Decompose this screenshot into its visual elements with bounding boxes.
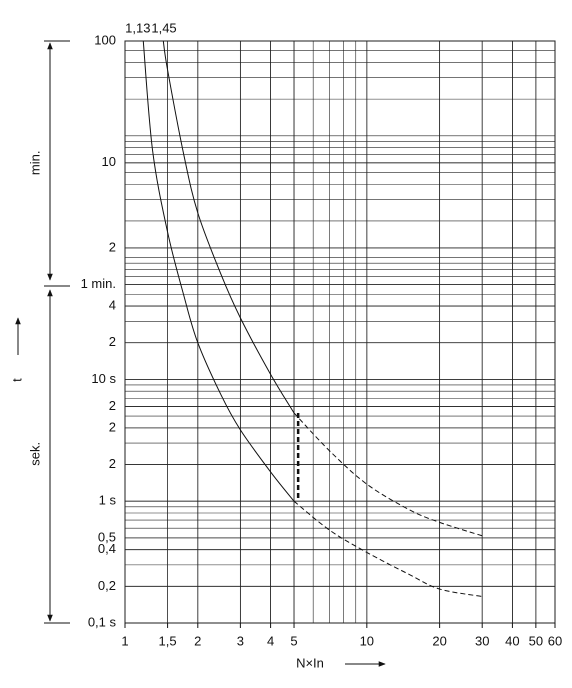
annotation: 1,13 (125, 20, 150, 35)
x-tick-label: 60 (548, 633, 562, 648)
x-tick-label: 1,5 (159, 633, 177, 648)
y-tick-label: 10 s (91, 371, 116, 386)
y-group-label: min. (27, 151, 42, 176)
x-tick-label: 40 (505, 633, 519, 648)
curve (162, 40, 295, 414)
y-tick-label: 2 (109, 334, 116, 349)
curve (142, 40, 295, 502)
y-tick-label: 1 s (99, 493, 117, 508)
y-tick-label: 0,2 (98, 578, 116, 593)
y-tick-label: 0,5 (98, 529, 116, 544)
y-tick-label: 100 (94, 32, 116, 47)
y-tick-label: 2 (109, 419, 116, 434)
y-tick-label: 2 (109, 239, 116, 254)
curve (293, 412, 483, 537)
y-tick-label: 2 (109, 398, 116, 413)
y-tick-label: 0,4 (98, 541, 116, 556)
y-tick-label: 0,1 s (88, 614, 117, 629)
x-tick-label: 1 (121, 633, 128, 648)
x-tick-label: 4 (267, 633, 274, 648)
y-tick-label: 1 min. (81, 276, 116, 291)
curve (293, 500, 483, 598)
plot-frame (124, 40, 556, 624)
x-tick-label: 30 (475, 633, 489, 648)
x-tick-label: 2 (194, 633, 201, 648)
y-axis-label: t (9, 378, 24, 382)
x-tick-label: 10 (360, 633, 374, 648)
y-group-label: sek. (27, 442, 42, 466)
annotation: 1,45 (151, 20, 176, 35)
axis-decoration (15, 40, 386, 667)
y-tick-label: 2 (109, 456, 116, 471)
x-axis-label: N×In (296, 655, 324, 670)
x-tick-label: 3 (237, 633, 244, 648)
x-tick-label: 20 (432, 633, 446, 648)
x-tick-label: 50 (529, 633, 543, 648)
y-tick-label: 4 (109, 297, 116, 312)
y-tick-label: 10 (102, 154, 116, 169)
x-tick-label: 5 (290, 633, 297, 648)
